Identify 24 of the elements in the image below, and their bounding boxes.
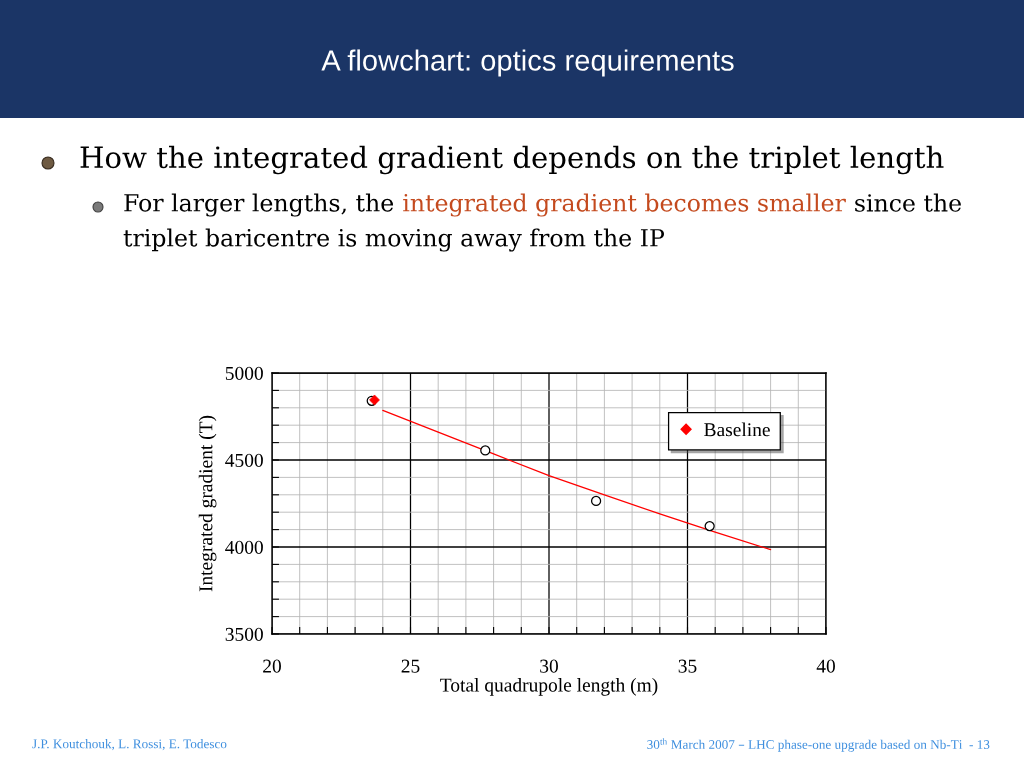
text: triplet baricentre is moving away from the IP bbox=[123, 228, 665, 252]
text: 30$^{th}$ March 2007 – LHC phase-one upgrade based on Nb-Ti - 13 bbox=[647, 738, 990, 752]
text: since the bbox=[855, 193, 961, 212]
chart-title: A flowchart: optics requirements bbox=[321, 49, 734, 77]
legend-label: Baseline bbox=[704, 422, 770, 437]
y-axis-title: Integrated gradient (T) bbox=[198, 415, 217, 592]
text: For larger lengths, the bbox=[124, 193, 394, 217]
text: integrated gradient becomes smaller bbox=[403, 193, 846, 217]
x-axis-title: Total quadrupole length (m) bbox=[440, 678, 658, 696]
point bbox=[704, 520, 715, 532]
x-tick-label: 25 bbox=[401, 659, 420, 673]
x-tick-label: 40 bbox=[816, 659, 835, 673]
x-tick-label: 20 bbox=[263, 659, 281, 673]
y-tick-label: 4000 bbox=[225, 540, 263, 554]
point bbox=[590, 495, 602, 507]
y-tick-label: 4500 bbox=[225, 453, 263, 467]
x-tick-label: 30 bbox=[540, 659, 558, 673]
chart-subtitle: How the integrated gradient depends on the triplet length bbox=[80, 145, 944, 175]
point bbox=[480, 445, 491, 456]
line-series bbox=[382, 409, 772, 551]
x-tick-label: 35 bbox=[678, 659, 697, 673]
text: J.P. Koutchouk, L. Rossi, E. Todesco bbox=[32, 739, 227, 751]
y-tick-label: 5000 bbox=[225, 366, 263, 380]
y-tick-label: 3500 bbox=[225, 627, 263, 641]
